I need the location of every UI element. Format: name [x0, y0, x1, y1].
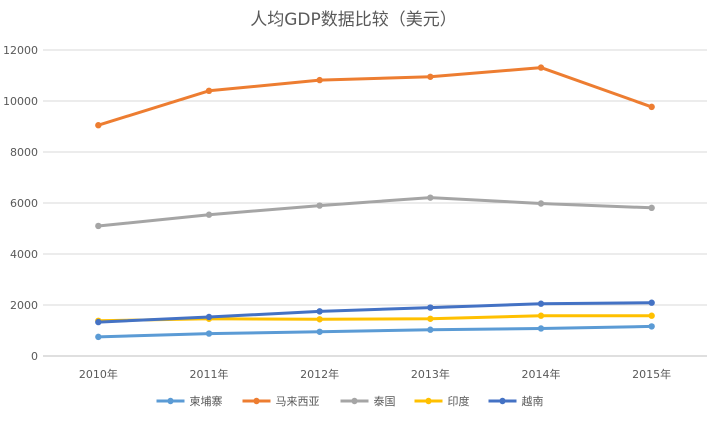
data-point [427, 315, 434, 322]
x-tick-label: 2014年 [522, 367, 561, 381]
legend-marker [499, 397, 506, 405]
x-tick-label: 2011年 [190, 367, 229, 381]
data-point [537, 312, 545, 319]
x-tick-label: 2010年 [79, 367, 118, 381]
legend-marker [425, 397, 432, 405]
legend-label: 马来西亚 [276, 395, 320, 408]
data-point [648, 103, 655, 111]
series-1 [95, 323, 655, 341]
series-line [96, 301, 654, 324]
data-point [537, 200, 545, 207]
data-point [427, 73, 434, 80]
gridlines [43, 49, 707, 357]
data-point [95, 222, 102, 230]
legend-item: 马来西亚 [242, 395, 320, 408]
data-point [427, 304, 434, 311]
data-point [205, 211, 213, 218]
legend-label: 柬埔寨 [190, 394, 223, 408]
data-point [205, 87, 213, 95]
series-line [96, 324, 654, 339]
x-axis-tick-labels: 2010年 2011年 2012年 2013年 2014年 2015年 [79, 367, 671, 381]
series-lines [95, 64, 655, 341]
data-point [95, 122, 102, 129]
series-line [96, 196, 654, 228]
legend-marker [167, 397, 174, 405]
series-line [96, 66, 654, 127]
data-point [537, 64, 545, 71]
y-tick-label: 2000 [10, 299, 38, 312]
data-point [648, 323, 655, 330]
data-point [648, 204, 655, 212]
legend-item: 泰国 [340, 394, 396, 408]
data-point [316, 328, 323, 335]
chart-title: 人均GDP数据比较（美元） [250, 10, 457, 30]
legend-label: 印度 [448, 394, 470, 408]
legend-item: 越南 [488, 394, 544, 408]
data-point [427, 326, 434, 333]
data-point [95, 333, 102, 341]
series-2 [95, 64, 655, 129]
data-point [648, 299, 655, 306]
y-tick-label: 4000 [10, 248, 38, 261]
legend: 柬埔寨 马来西亚 泰国 印度 越南 [156, 394, 544, 408]
series-5 [95, 299, 655, 326]
data-point [316, 308, 323, 315]
data-point [95, 318, 102, 326]
x-tick-label: 2015年 [632, 367, 671, 381]
y-tick-label: 0 [31, 350, 38, 363]
y-tick-label: 12000 [3, 44, 38, 57]
data-point [316, 76, 323, 84]
legend-item: 印度 [414, 394, 470, 408]
legend-marker [351, 397, 358, 405]
y-axis-tick-labels: 0 2000 4000 6000 8000 10000 12000 [3, 44, 38, 363]
data-point [648, 312, 655, 319]
data-point [316, 202, 323, 209]
y-tick-label: 8000 [10, 146, 38, 159]
data-point [205, 330, 213, 337]
legend-item: 柬埔寨 [156, 394, 223, 408]
legend-label: 越南 [522, 394, 544, 408]
y-tick-label: 6000 [10, 197, 38, 210]
data-point [427, 194, 434, 201]
data-point [205, 313, 213, 321]
data-point [537, 300, 545, 307]
x-tick-label: 2012年 [300, 367, 339, 381]
data-point [537, 325, 545, 332]
series-3 [95, 194, 655, 230]
x-tick-label: 2013年 [411, 367, 450, 381]
y-tick-label: 10000 [3, 95, 38, 108]
legend-label: 泰国 [374, 394, 396, 408]
legend-marker [253, 397, 260, 405]
data-point [316, 316, 323, 323]
